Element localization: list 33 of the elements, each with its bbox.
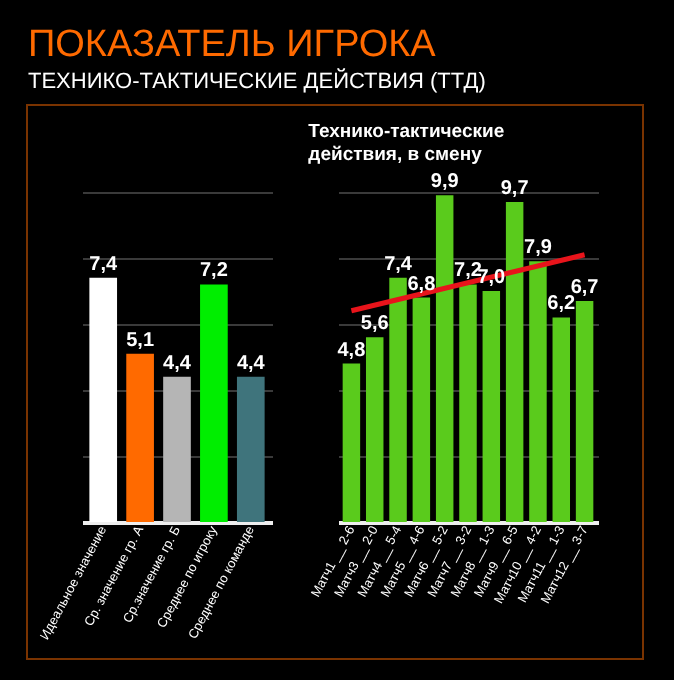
data-label: 4,4	[236, 352, 266, 375]
bar	[552, 317, 571, 522]
bar	[236, 376, 265, 522]
bar	[505, 201, 524, 522]
bar	[200, 284, 228, 522]
data-label: 5,1	[126, 329, 155, 352]
data-label: 6,2	[547, 293, 577, 316]
data-label: 9,9	[430, 171, 460, 194]
data-label: 7,4	[384, 253, 413, 276]
data-label: 4,4	[163, 352, 192, 375]
chart-title: Технико-тактические действия, в смену	[308, 121, 505, 167]
data-label: 5,6	[360, 313, 390, 336]
bar	[412, 297, 431, 522]
bar	[89, 277, 118, 522]
bar	[126, 353, 154, 522]
bar	[163, 376, 191, 522]
chart-title: ПОКАЗАТЕЛЬ ИГРОКА	[28, 24, 438, 68]
data-label: 6,8	[407, 273, 437, 296]
data-label: 4,8	[337, 339, 367, 362]
bar	[435, 195, 454, 522]
bar	[342, 363, 361, 522]
data-label: 7,4	[89, 253, 118, 276]
bar	[389, 277, 407, 522]
bar	[365, 337, 384, 522]
data-label: 7,2	[199, 260, 229, 283]
chart-subtitle: ТЕХНИКО-ТАКТИЧЕСКИЕ ДЕЙСТВИЯ (ТТД)	[28, 68, 488, 96]
bar	[575, 300, 594, 522]
bar	[529, 261, 547, 522]
data-label: 9,7	[500, 177, 530, 200]
bar	[482, 291, 501, 522]
data-label: 7,2	[454, 260, 483, 283]
bar	[459, 284, 477, 522]
data-label: 7,9	[524, 237, 553, 260]
